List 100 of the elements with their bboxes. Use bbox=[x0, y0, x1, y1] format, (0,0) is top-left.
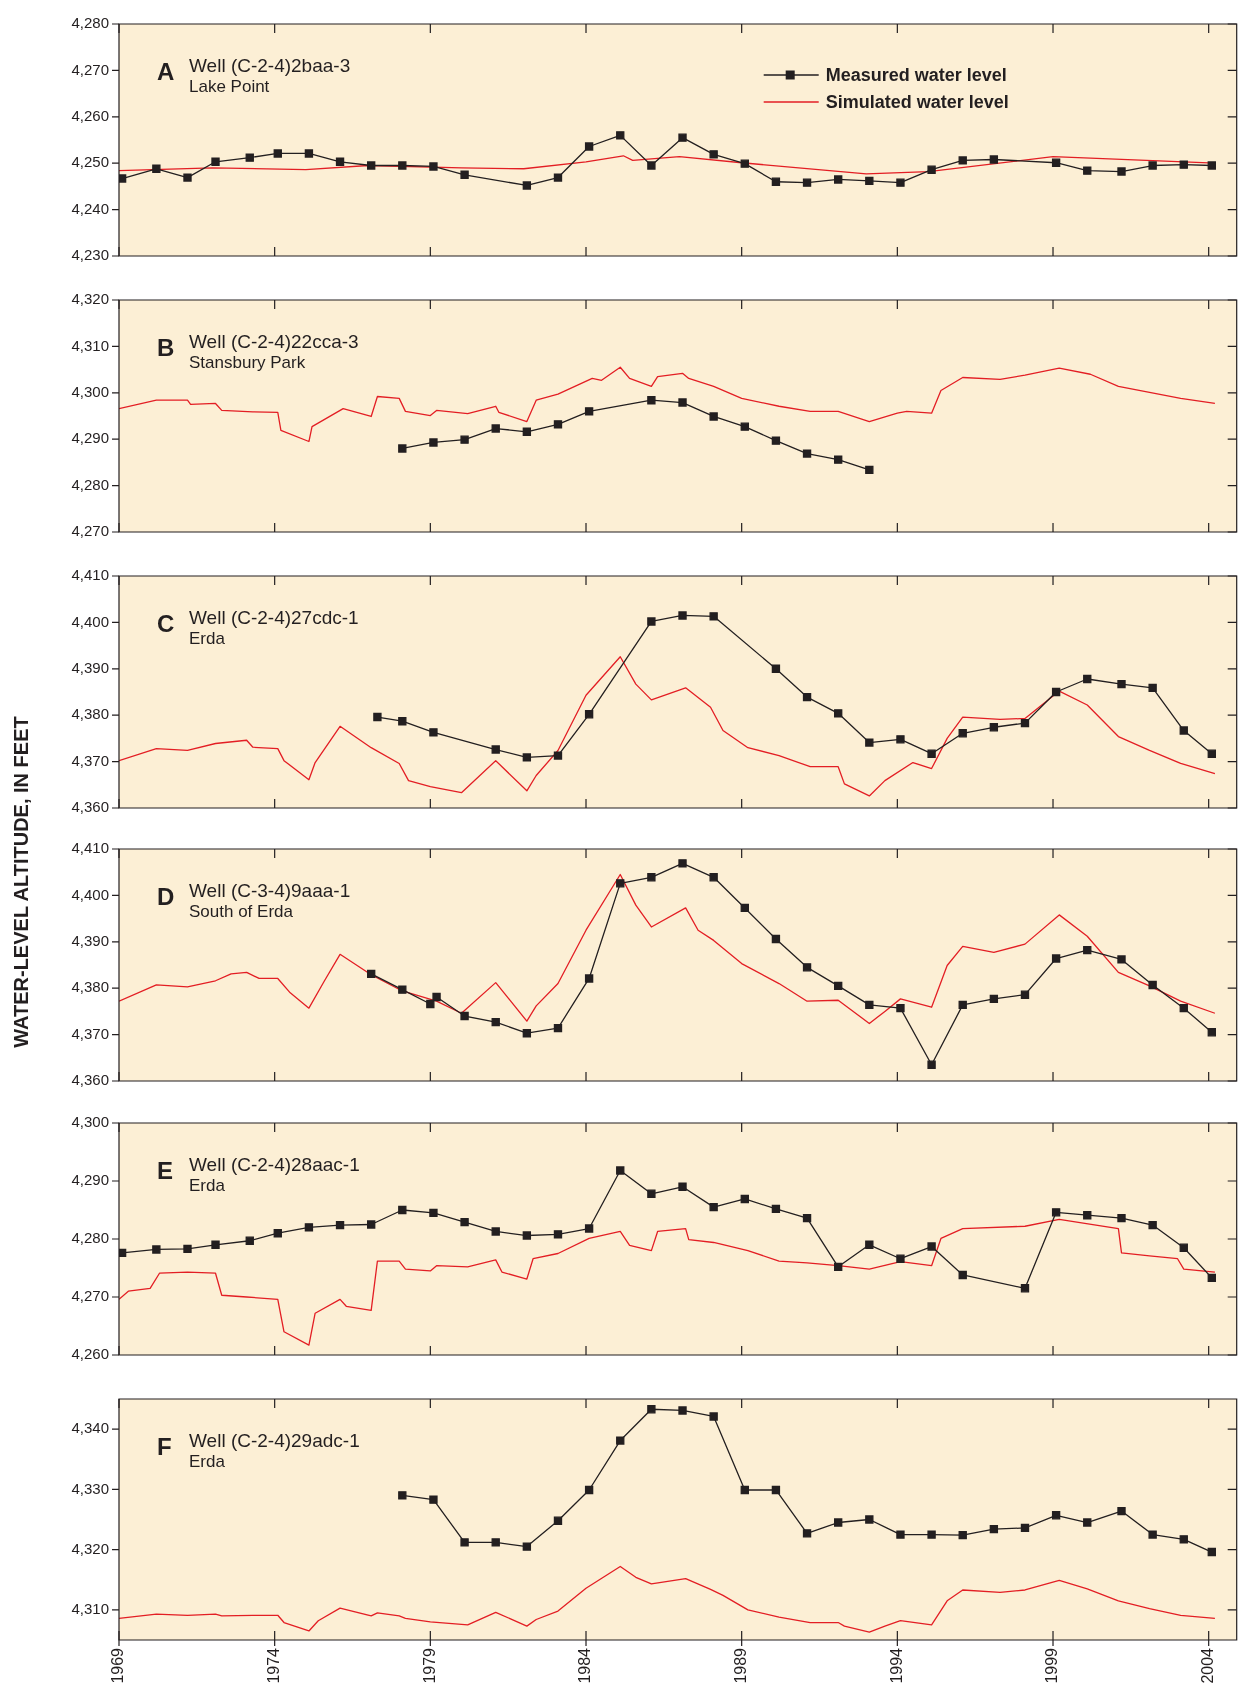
point bbox=[740, 1194, 749, 1204]
point bbox=[335, 157, 345, 166]
point bbox=[771, 934, 781, 944]
point bbox=[183, 1244, 192, 1254]
point bbox=[740, 159, 749, 168]
point bbox=[647, 161, 656, 170]
point bbox=[398, 161, 407, 170]
point bbox=[834, 981, 843, 991]
point bbox=[1179, 726, 1188, 735]
point bbox=[1117, 955, 1126, 964]
point bbox=[1148, 683, 1157, 693]
point bbox=[1148, 1220, 1157, 1230]
text: Erda bbox=[189, 1452, 226, 1471]
point bbox=[460, 1011, 469, 1021]
point bbox=[802, 1213, 812, 1223]
text: Well (C-2-4)27cdc-1 bbox=[189, 607, 359, 628]
y-tick-label: 4,270 bbox=[71, 60, 109, 78]
point bbox=[491, 1017, 500, 1027]
point bbox=[522, 1029, 532, 1038]
point bbox=[958, 1270, 967, 1280]
point bbox=[584, 142, 594, 151]
point bbox=[429, 728, 438, 737]
point bbox=[647, 873, 656, 882]
point bbox=[522, 1231, 532, 1240]
point bbox=[553, 420, 563, 429]
point bbox=[709, 612, 718, 621]
point bbox=[273, 1229, 282, 1238]
point bbox=[989, 1524, 999, 1534]
point bbox=[740, 903, 749, 913]
y-tick-label: 4,320 bbox=[71, 290, 109, 308]
point bbox=[426, 999, 435, 1009]
point bbox=[865, 1240, 874, 1249]
point bbox=[771, 1204, 781, 1214]
point bbox=[398, 985, 407, 994]
x-tick-label: 1979 bbox=[420, 1647, 438, 1684]
legend-label: Measured water level bbox=[825, 65, 1007, 85]
y-tick-label: 4,270 bbox=[71, 1287, 109, 1305]
point bbox=[1083, 166, 1092, 175]
y-tick-label: 4,390 bbox=[71, 931, 109, 949]
point bbox=[802, 963, 812, 972]
point bbox=[1020, 1523, 1030, 1533]
point bbox=[245, 1236, 254, 1245]
point bbox=[771, 436, 781, 445]
point bbox=[989, 155, 999, 164]
annotation: C bbox=[157, 610, 175, 637]
point bbox=[834, 455, 843, 464]
point bbox=[865, 465, 874, 475]
point bbox=[865, 176, 874, 186]
point bbox=[678, 398, 687, 407]
point bbox=[553, 1023, 563, 1033]
y-tick-label: 4,240 bbox=[71, 199, 109, 217]
point bbox=[740, 1485, 749, 1495]
x-tick-label: 2004 bbox=[1199, 1647, 1217, 1684]
point bbox=[1148, 1530, 1157, 1539]
y-tick-label: 4,410 bbox=[71, 566, 109, 584]
point bbox=[1207, 1028, 1216, 1037]
y-tick-label: 4,320 bbox=[71, 1539, 109, 1557]
text: Well (C-2-4)22cca-3 bbox=[189, 331, 359, 352]
text: Well (C-2-4)28aac-1 bbox=[189, 1154, 360, 1175]
text: Stansbury Park bbox=[189, 353, 306, 372]
point bbox=[1020, 990, 1030, 999]
point bbox=[709, 1412, 718, 1421]
point bbox=[678, 133, 687, 142]
point bbox=[367, 969, 376, 978]
point bbox=[709, 412, 718, 421]
point bbox=[802, 449, 812, 458]
point bbox=[771, 1485, 781, 1495]
text: Lake Point bbox=[189, 77, 270, 96]
y-tick-label: 4,400 bbox=[71, 612, 109, 630]
point bbox=[927, 749, 936, 758]
point bbox=[183, 173, 192, 182]
point bbox=[1179, 1535, 1188, 1544]
point bbox=[896, 1003, 905, 1013]
point bbox=[678, 1182, 687, 1191]
point bbox=[553, 173, 563, 182]
point bbox=[1207, 161, 1216, 170]
point bbox=[1148, 161, 1157, 170]
point bbox=[398, 1205, 407, 1215]
y-tick-label: 4,280 bbox=[71, 475, 109, 493]
point bbox=[1179, 160, 1188, 169]
point bbox=[834, 709, 843, 718]
point bbox=[1020, 1284, 1030, 1293]
point bbox=[1148, 980, 1157, 990]
point bbox=[584, 407, 594, 416]
y-tick-label: 4,400 bbox=[71, 885, 109, 903]
point bbox=[616, 1166, 625, 1175]
point bbox=[373, 712, 382, 722]
point bbox=[834, 1518, 843, 1527]
point bbox=[896, 178, 905, 187]
point bbox=[429, 1208, 438, 1218]
point bbox=[1207, 1547, 1216, 1557]
point bbox=[211, 1240, 220, 1249]
point bbox=[709, 873, 718, 882]
point bbox=[304, 1223, 314, 1232]
point bbox=[367, 161, 376, 170]
point bbox=[647, 1405, 656, 1414]
point bbox=[460, 1538, 469, 1547]
point bbox=[927, 1060, 936, 1069]
x-tick-label: 1989 bbox=[732, 1647, 750, 1684]
point bbox=[1020, 718, 1030, 728]
